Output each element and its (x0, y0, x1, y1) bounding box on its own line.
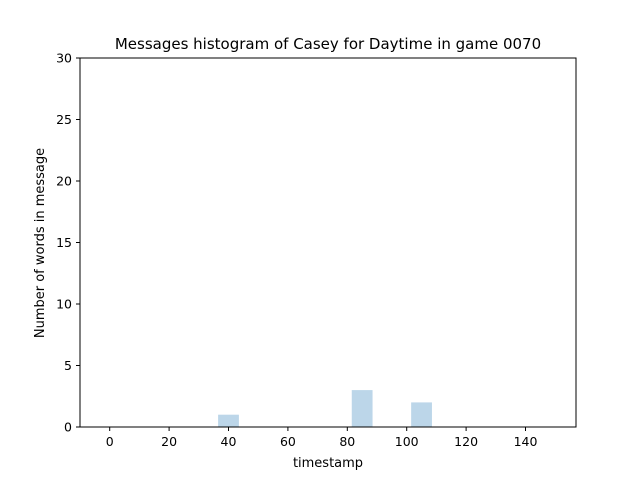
axes-frame (79, 57, 577, 428)
x-tick-label-80: 80 (339, 434, 355, 449)
plot-area: 0 20 40 60 80 100 120 140 0 5 10 15 20 25 30 (56, 51, 577, 449)
x-tick-label-140: 140 (514, 434, 538, 449)
y-tick-label-10: 10 (56, 297, 72, 312)
y-tick-label-30: 30 (56, 51, 72, 66)
y-axis-label: Number of words in message (33, 148, 48, 338)
x-tick-label-60: 60 (280, 434, 296, 449)
x-tick-label-20: 20 (161, 434, 177, 449)
y-tick-label-15: 15 (56, 235, 72, 250)
x-axis-label: timestamp (293, 456, 363, 471)
y-tick-label-20: 20 (56, 174, 72, 189)
x-tick-label-120: 120 (454, 434, 478, 449)
chart-title: Messages histogram of Casey for Daytime … (115, 35, 541, 53)
y-tick-label-5: 5 (64, 358, 72, 373)
x-tick-label-40: 40 (221, 434, 237, 449)
x-tick-label-100: 100 (395, 434, 419, 449)
bar-2 (411, 402, 432, 427)
bar-0 (218, 414, 239, 427)
x-tick-label-0: 0 (106, 434, 114, 449)
bar-1 (351, 390, 373, 427)
y-tick-label-0: 0 (64, 420, 72, 435)
y-tick-label-25: 25 (56, 112, 72, 127)
